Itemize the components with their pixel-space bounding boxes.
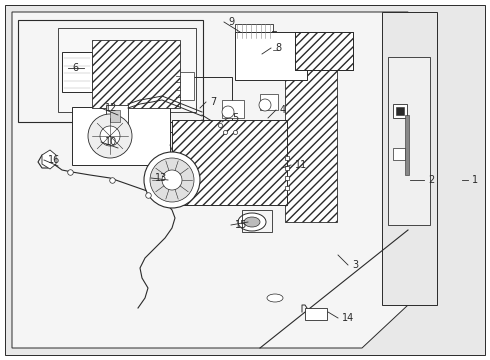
Text: 13: 13	[155, 173, 167, 183]
Circle shape	[222, 106, 234, 118]
Circle shape	[100, 126, 120, 146]
Text: 11: 11	[295, 160, 307, 170]
Text: 10: 10	[105, 137, 117, 147]
Polygon shape	[42, 150, 56, 169]
Text: 4: 4	[280, 105, 286, 115]
Circle shape	[144, 152, 200, 208]
Bar	[72, 107, 170, 165]
Bar	[172, 120, 287, 205]
Text: 12: 12	[105, 103, 118, 113]
Bar	[92, 40, 180, 108]
Bar	[295, 32, 353, 70]
Bar	[58, 28, 196, 112]
Text: 2: 2	[428, 175, 434, 185]
Ellipse shape	[238, 213, 266, 231]
Bar	[235, 32, 307, 80]
Bar	[295, 32, 353, 70]
Circle shape	[150, 158, 194, 202]
Text: 1: 1	[472, 175, 478, 185]
Polygon shape	[12, 12, 408, 348]
Bar	[18, 20, 203, 122]
Ellipse shape	[244, 217, 260, 227]
Bar	[393, 104, 407, 118]
Bar	[110, 110, 120, 122]
Text: 15: 15	[235, 220, 247, 230]
Text: 3: 3	[352, 260, 358, 270]
Bar	[305, 308, 327, 320]
Bar	[260, 94, 278, 110]
Text: 7: 7	[210, 97, 216, 107]
Bar	[396, 107, 404, 115]
Bar	[393, 148, 405, 160]
Bar	[180, 72, 194, 100]
Bar	[285, 70, 337, 222]
Bar	[222, 100, 244, 118]
Text: 16: 16	[48, 155, 60, 165]
Text: 9: 9	[228, 17, 234, 27]
Bar	[388, 57, 430, 225]
Ellipse shape	[267, 294, 283, 302]
Bar	[102, 77, 232, 132]
Circle shape	[88, 114, 132, 158]
Bar	[405, 115, 409, 175]
Bar	[235, 24, 273, 38]
Bar	[382, 12, 437, 305]
Text: 6: 6	[72, 63, 78, 73]
Text: 5: 5	[232, 113, 238, 123]
Text: 8: 8	[275, 43, 281, 53]
Bar	[242, 210, 272, 232]
Circle shape	[162, 170, 182, 190]
Bar	[106, 105, 128, 125]
Circle shape	[259, 99, 271, 111]
Text: 14: 14	[342, 313, 354, 323]
Bar	[62, 52, 92, 92]
